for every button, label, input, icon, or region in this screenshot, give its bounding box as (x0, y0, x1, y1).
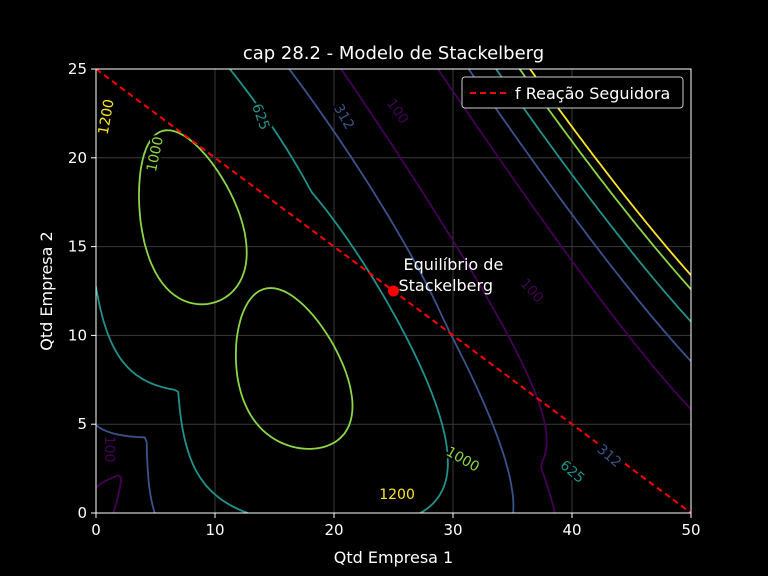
equilibrium-label-line: Equilíbrio de (404, 255, 504, 274)
y-tick-label: 5 (77, 415, 87, 433)
contour-label: 100 (101, 436, 117, 463)
axis-ticks: 0 10 20 30 40 50 0 5 10 15 20 25 (68, 60, 701, 539)
x-tick-label: 50 (681, 521, 700, 539)
contour-line-312 (96, 69, 691, 513)
legend-label-reaction: f Reação Seguidora (515, 84, 670, 103)
y-axis-label: Qtd Empresa 2 (37, 231, 56, 350)
contour-line-100 (96, 69, 691, 513)
x-tick-label: 40 (562, 521, 581, 539)
equilibrium-label-line: Stackelberg (399, 276, 493, 295)
x-tick-label: 0 (91, 521, 101, 539)
legend-box (461, 76, 684, 109)
x-axis-label: Qtd Empresa 1 (334, 548, 453, 567)
grid (95, 68, 692, 514)
contour-line-1000 (138, 69, 691, 450)
chart-title: cap 28.2 - Modelo de Stackelberg (243, 43, 544, 64)
legend: f Reação Seguidora (461, 76, 684, 109)
equilibrium-label: Equilíbrio de Stackelberg (399, 255, 504, 295)
y-tick-label: 20 (68, 149, 87, 167)
equilibrium-point (388, 285, 399, 297)
contour-lines (96, 69, 691, 513)
y-tick-label: 0 (77, 504, 87, 522)
x-tick-label: 10 (205, 521, 224, 539)
x-tick-label: 30 (443, 521, 462, 539)
y-tick-label: 10 (68, 326, 87, 344)
plot-frame (95, 68, 692, 514)
y-tick-label: 25 (68, 60, 87, 78)
contour-label: 1200 (379, 487, 415, 503)
contour-line-625 (96, 69, 691, 513)
x-tick-label: 20 (324, 521, 343, 539)
y-tick-label: 15 (68, 238, 87, 256)
equilibrium-layer: Equilíbrio de Stackelberg (388, 255, 503, 297)
